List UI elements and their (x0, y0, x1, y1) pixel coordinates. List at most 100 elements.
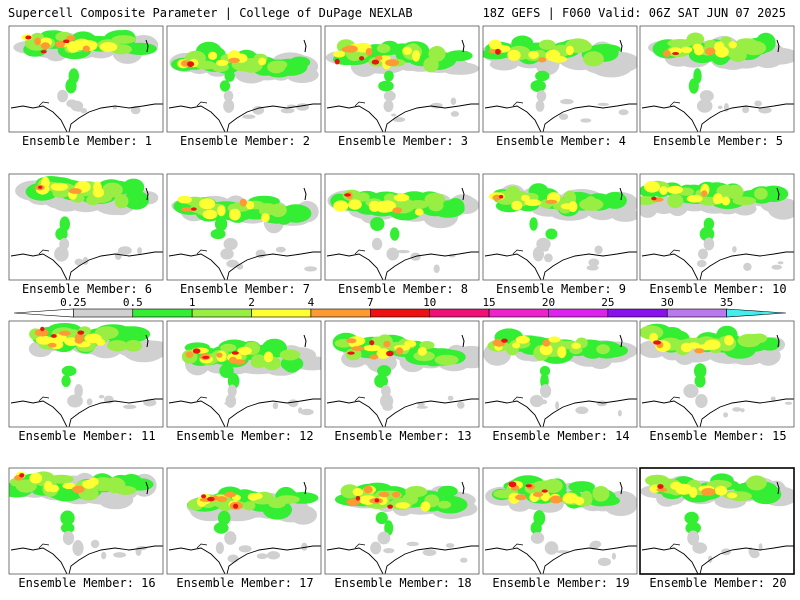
scp-contour-blob (512, 342, 521, 349)
ensemble-member-map (8, 320, 164, 428)
scp-contour-blob (743, 262, 752, 271)
ensemble-member-panel[interactable] (8, 25, 164, 133)
scp-contour-blob (114, 252, 122, 260)
ensemble-member-panel[interactable] (639, 320, 795, 428)
ensemble-member-panel[interactable] (639, 173, 795, 281)
scp-contour-blob (223, 90, 234, 102)
ensemble-member-panel[interactable] (324, 173, 480, 281)
state-border (354, 396, 366, 402)
scp-contour-blob (75, 106, 82, 112)
scp-contour-blob (123, 42, 157, 55)
ensemble-member-panel[interactable] (482, 320, 638, 428)
scp-contour-blob (400, 502, 409, 509)
scp-contour-blob (391, 113, 397, 117)
scp-contour-blob (535, 100, 545, 112)
ensemble-member-panel[interactable] (482, 25, 638, 133)
ensemble-member-panel[interactable] (8, 173, 164, 281)
scp-contour-blob (72, 540, 84, 556)
scp-contour-blob (390, 250, 398, 255)
ensemble-member-panel[interactable] (8, 467, 164, 575)
scp-contour-blob (540, 384, 552, 398)
scp-contour-blob (704, 47, 716, 56)
scp-contour-blob (346, 338, 357, 344)
scp-contour-blob (225, 394, 237, 408)
scp-contour-blob (217, 510, 231, 526)
scp-contour-blob (447, 395, 454, 401)
state-border (38, 396, 50, 402)
scp-contour-blob (219, 364, 234, 378)
scp-contour-blob (102, 182, 123, 198)
scp-contour-blob (229, 208, 241, 221)
ensemble-member-map (639, 25, 795, 133)
colorbar-swatch (548, 308, 609, 318)
scp-contour-blob (694, 374, 706, 388)
scp-contour-blob (539, 343, 553, 356)
scp-contour-blob (181, 207, 194, 212)
scp-contour-blob (185, 351, 194, 358)
scp-contour-blob (216, 496, 228, 503)
scp-contour-blob (275, 246, 286, 253)
scp-contour-blob (656, 487, 668, 493)
ensemble-member-label: Ensemble Member: 13 (334, 429, 472, 443)
scp-contour-blob (344, 45, 358, 53)
scp-contour-blob (263, 351, 274, 363)
scp-contour-blob (538, 39, 556, 50)
ensemble-member-panel[interactable] (482, 173, 638, 281)
coastline (326, 103, 479, 132)
ensemble-member-panel[interactable] (166, 467, 322, 575)
scp-contour-blob (266, 551, 281, 560)
scp-contour-blob (611, 552, 616, 560)
scp-contour-blob (355, 192, 370, 202)
scp-contour-blob (565, 45, 574, 56)
colorbar-tick-label: 15 (482, 296, 495, 309)
scp-contour-blob (597, 557, 611, 567)
scp-contour-blob (446, 198, 465, 216)
scp-contour-blob (223, 99, 235, 113)
scp-contour-blob (48, 474, 74, 484)
great-lakes-outline (145, 481, 149, 495)
great-lakes-outline (303, 187, 307, 201)
scp-contour-blob (55, 227, 68, 241)
panel-frame (8, 25, 164, 133)
panel-frame (166, 320, 322, 428)
scp-contour-blob (592, 486, 610, 502)
run-valid-time: 18Z GEFS | F060 Valid: 06Z SAT JUN 07 20… (482, 6, 786, 20)
scp-contour-blob (25, 35, 32, 40)
ensemble-member-panel[interactable] (324, 467, 480, 575)
scp-contour-blob (216, 352, 223, 358)
state-border (38, 543, 50, 549)
scp-contour-blob (219, 80, 231, 92)
ensemble-member-panel[interactable] (8, 320, 164, 428)
scp-contour-blob (252, 492, 263, 500)
ensemble-member-panel[interactable] (166, 25, 322, 133)
scp-contour-blob (545, 228, 558, 240)
ensemble-member-panel[interactable] (324, 320, 480, 428)
ensemble-member-map (324, 25, 480, 133)
scp-contour-blob (571, 342, 581, 350)
scp-contour-blob (80, 108, 87, 114)
scp-contour-blob (543, 478, 563, 493)
ensemble-member-panel[interactable] (166, 173, 322, 281)
scp-contour-blob (376, 348, 391, 359)
ensemble-member-label: Ensemble Member: 19 (492, 576, 630, 590)
scp-contour-blob (47, 342, 57, 348)
colorbar-tick-label: 7 (367, 296, 374, 309)
scp-contour-blob (457, 401, 465, 409)
scp-contour-blob (704, 339, 721, 350)
colorbar-tick-label: 1 (189, 296, 196, 309)
ensemble-member-panel[interactable] (324, 25, 480, 133)
scp-contour-blob (90, 539, 100, 549)
state-border (38, 249, 50, 255)
ensemble-member-panel[interactable] (639, 25, 795, 133)
ensemble-member-panel[interactable] (482, 467, 638, 575)
scp-contour-blob (378, 80, 394, 92)
scp-contour-blob (416, 405, 428, 409)
scp-contour-blob (136, 340, 163, 359)
scp-contour-blob (375, 511, 388, 525)
ensemble-member-panel[interactable] (166, 320, 322, 428)
great-lakes-outline (303, 39, 307, 53)
ensemble-member-panel[interactable] (639, 467, 795, 575)
scp-contour-blob (35, 335, 53, 345)
state-border (196, 249, 208, 255)
colorbar-tick-label: 10 (423, 296, 436, 309)
